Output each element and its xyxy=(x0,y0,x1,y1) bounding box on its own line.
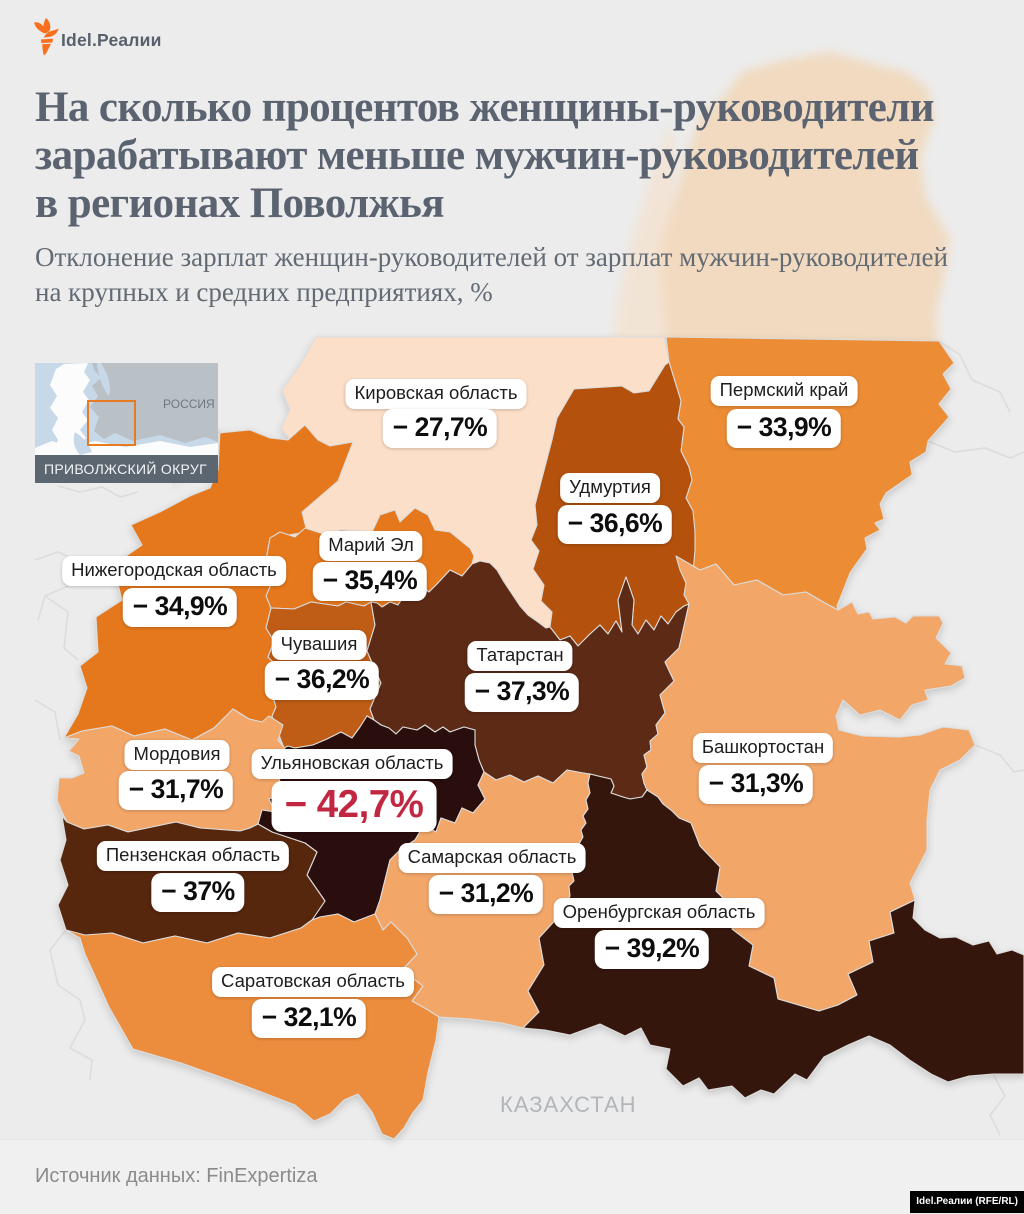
svg-text:ПРИВОЛЖСКИЙ ОКРУГ: ПРИВОЛЖСКИЙ ОКРУГ xyxy=(44,460,207,477)
svg-text:РОССИЯ: РОССИЯ xyxy=(163,397,215,411)
